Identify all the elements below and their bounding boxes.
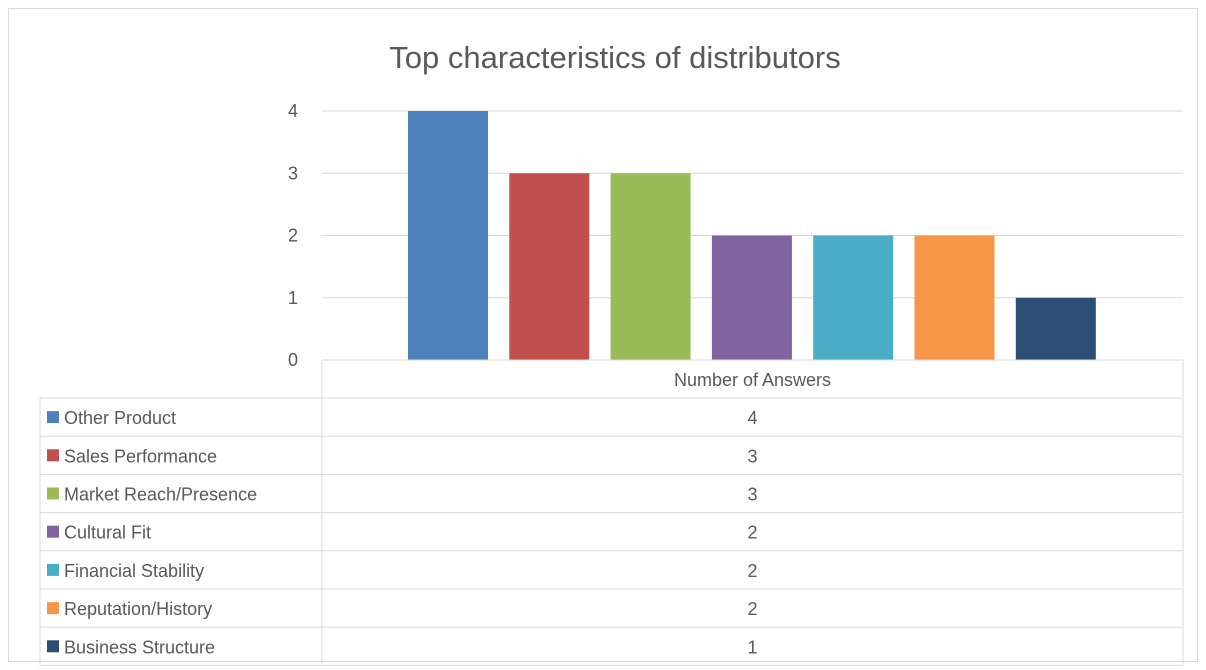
row-value-3: 3 [747,485,757,505]
legend-key-4 [47,525,59,538]
bar-4 [711,235,792,360]
row-label-7: Business Structure [64,637,215,657]
bar-5 [813,235,894,360]
legend-key-7 [47,640,59,653]
row-label-2: Sales Performance [64,446,217,466]
row-label-4: Cultural Fit [64,523,151,543]
bar-7 [1015,297,1096,360]
row-value-1: 4 [747,408,757,428]
bar-2 [509,173,590,360]
legend-key-3 [47,487,59,500]
y-tick-label-4: 4 [288,101,298,121]
y-tick-label-0: 0 [288,350,298,370]
row-value-2: 3 [747,446,757,466]
chart-title: Top characteristics of distributors [389,40,841,75]
bar-1 [408,111,488,360]
row-value-4: 2 [747,523,757,543]
table-header-label: Number of Answers [674,370,831,390]
bar-3 [610,173,691,360]
row-label-5: Financial Stability [64,561,204,581]
row-value-7: 1 [747,637,757,657]
y-tick-label-3: 3 [288,163,298,183]
row-label-6: Reputation/History [64,599,212,619]
legend-key-1 [47,411,59,424]
legend-key-6 [47,602,59,615]
legend-key-2 [47,449,59,462]
row-value-6: 2 [747,599,757,619]
bar-6 [914,235,995,360]
y-tick-label-1: 1 [288,288,298,308]
row-label-3: Market Reach/Presence [64,485,257,505]
legend-key-5 [47,563,59,576]
y-tick-label-2: 2 [288,226,298,246]
chart-area [8,8,1198,662]
row-value-5: 2 [747,561,757,581]
row-label-1: Other Product [64,408,176,428]
